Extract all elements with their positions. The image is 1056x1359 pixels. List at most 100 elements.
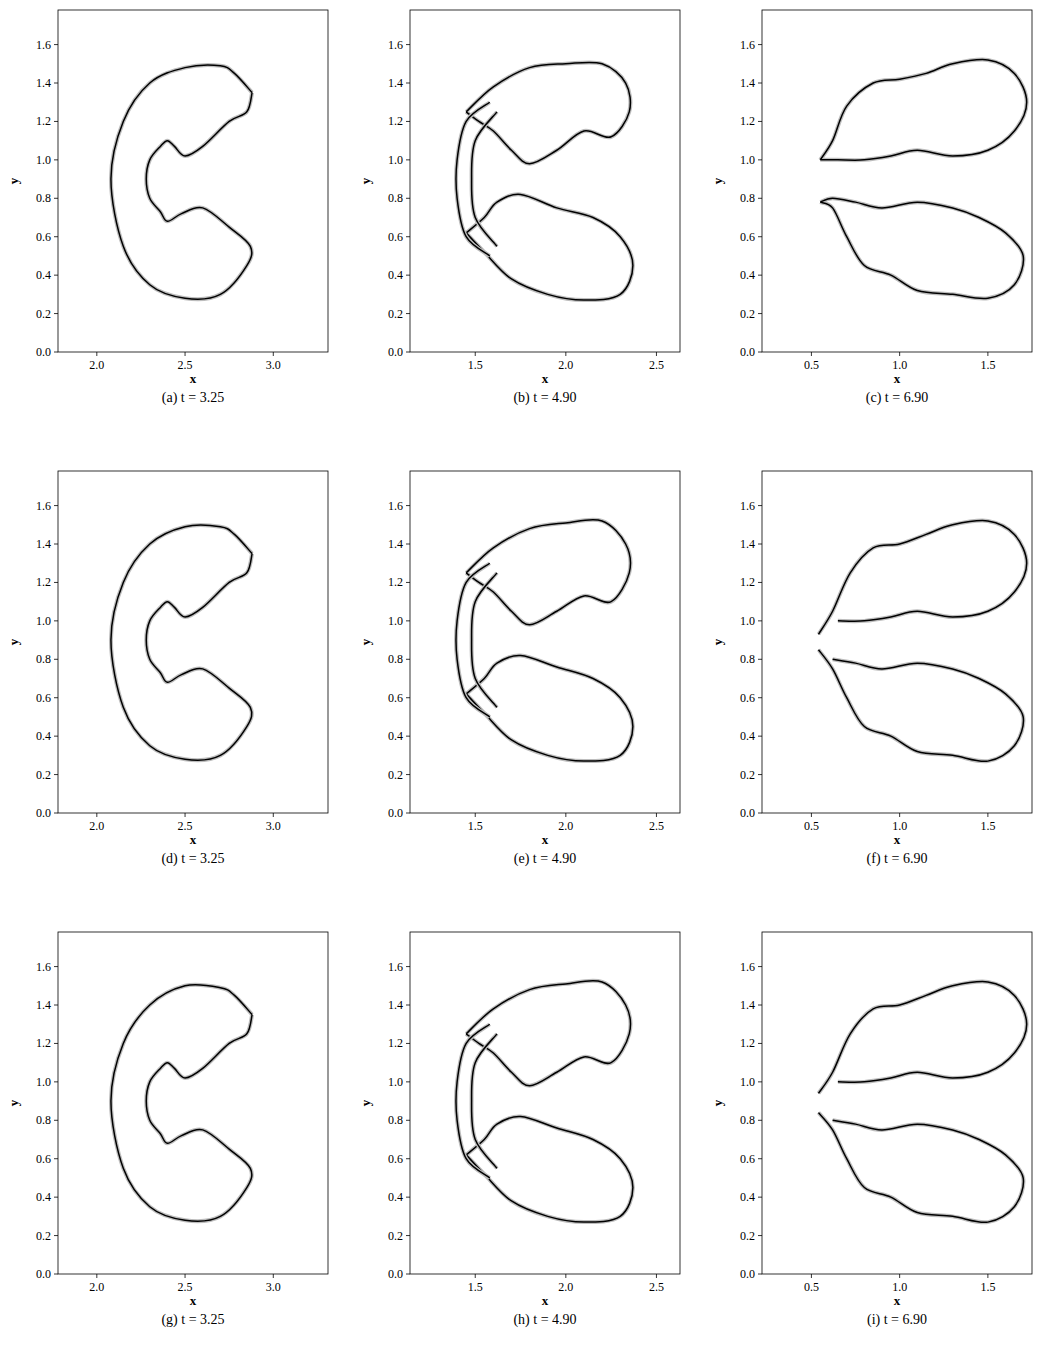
y-tick-label: 1.2 — [36, 1036, 51, 1050]
contours — [818, 521, 1026, 762]
contour — [111, 985, 252, 1221]
x-tick-label: 1.5 — [468, 1280, 483, 1294]
y-tick — [758, 44, 762, 45]
x-tick — [475, 352, 476, 356]
y-tick — [406, 121, 410, 122]
y-tick — [54, 275, 58, 276]
contour — [472, 112, 497, 247]
y-tick-label: 1.4 — [740, 76, 755, 90]
x-tick — [987, 352, 988, 356]
x-tick-label: 1.5 — [980, 819, 995, 833]
plot-area — [410, 932, 680, 1274]
y-tick-label: 0.0 — [388, 806, 403, 820]
x-tick-label: 3.0 — [266, 1280, 281, 1294]
plot-area — [410, 10, 680, 352]
y-tick-label: 0.6 — [36, 691, 51, 705]
x-tick — [475, 1274, 476, 1278]
y-tick — [758, 1120, 762, 1121]
y-tick — [406, 1081, 410, 1082]
y-tick-label: 0.0 — [388, 1267, 403, 1281]
y-tick — [54, 121, 58, 122]
y-tick — [54, 697, 58, 698]
contour-shadow — [466, 981, 630, 1086]
y-tick — [54, 159, 58, 160]
contour — [111, 525, 252, 760]
y-tick — [758, 236, 762, 237]
contour-shadow — [472, 1034, 497, 1169]
y-tick-label: 1.4 — [740, 537, 755, 551]
contour — [820, 198, 1023, 298]
contour-shadow — [818, 1113, 1023, 1223]
y-tick — [54, 1120, 58, 1121]
y-tick-label: 1.6 — [36, 960, 51, 974]
contour — [472, 573, 497, 708]
contours — [456, 520, 633, 762]
y-tick-label: 0.4 — [388, 1190, 403, 1204]
y-axis-title: y — [6, 1099, 21, 1106]
y-tick-label: 1.4 — [36, 537, 51, 551]
panel: 1.52.02.50.00.20.40.60.81.01.21.41.6xy(e… — [358, 471, 680, 867]
y-tick — [54, 83, 58, 84]
x-tick-label: 2.0 — [89, 819, 104, 833]
x-tick-label: 2.5 — [178, 358, 193, 372]
y-tick-label: 1.0 — [388, 1075, 403, 1089]
x-tick-label: 2.0 — [558, 819, 573, 833]
y-tick — [758, 1197, 762, 1198]
x-axis-title: x — [190, 832, 197, 847]
y-tick-label: 0.6 — [740, 230, 755, 244]
x-axis-title: x — [542, 832, 549, 847]
x-tick — [185, 352, 186, 356]
contour — [818, 982, 1026, 1094]
panel-caption: (d) t = 3.25 — [161, 851, 224, 867]
y-tick — [406, 1120, 410, 1121]
y-tick-label: 0.2 — [388, 307, 403, 321]
x-tick-label: 2.5 — [178, 1280, 193, 1294]
y-tick-label: 0.6 — [388, 230, 403, 244]
contour-shadow — [472, 573, 497, 708]
frame — [762, 932, 1032, 1274]
y-tick — [406, 1005, 410, 1006]
y-axis-title: y — [710, 638, 725, 645]
panel: 1.52.02.50.00.20.40.60.81.01.21.41.6xy(h… — [358, 932, 680, 1328]
x-tick — [96, 352, 97, 356]
y-axis-title: y — [710, 1099, 725, 1106]
x-tick — [899, 813, 900, 817]
y-tick-label: 1.2 — [740, 114, 755, 128]
panel: 1.52.02.50.00.20.40.60.81.01.21.41.6xy(b… — [358, 10, 680, 406]
contour-shadow — [111, 985, 252, 1221]
x-tick-label: 3.0 — [266, 819, 281, 833]
x-tick-label: 2.0 — [89, 358, 104, 372]
x-tick-label: 1.0 — [892, 819, 907, 833]
y-tick — [54, 198, 58, 199]
y-tick — [406, 313, 410, 314]
y-tick-label: 1.6 — [388, 960, 403, 974]
y-tick — [54, 236, 58, 237]
y-tick-label: 0.2 — [388, 1229, 403, 1243]
panel-caption: (b) t = 4.90 — [513, 390, 576, 406]
contour-shadow — [466, 655, 633, 761]
y-axis-title: y — [358, 638, 373, 645]
y-tick-label: 0.6 — [388, 691, 403, 705]
y-tick — [406, 659, 410, 660]
y-tick — [406, 620, 410, 621]
x-tick — [565, 1274, 566, 1278]
y-tick-label: 1.4 — [388, 537, 403, 551]
y-tick-label: 1.2 — [740, 1036, 755, 1050]
y-tick-label: 0.2 — [36, 1229, 51, 1243]
plot-area — [58, 471, 328, 813]
contour-shadow — [818, 521, 1026, 635]
y-tick — [758, 83, 762, 84]
panel: 2.02.53.00.00.20.40.60.81.01.21.41.6xy(d… — [6, 471, 328, 867]
contour — [820, 60, 1026, 161]
y-tick — [54, 544, 58, 545]
y-tick-label: 1.6 — [740, 38, 755, 52]
contour — [466, 981, 630, 1086]
x-tick — [96, 813, 97, 817]
x-tick-label: 3.0 — [266, 358, 281, 372]
contour-shadow — [466, 1116, 633, 1222]
x-tick-label: 2.5 — [649, 358, 664, 372]
y-tick — [54, 1043, 58, 1044]
x-tick-label: 1.5 — [980, 358, 995, 372]
y-tick — [758, 121, 762, 122]
x-tick-label: 1.0 — [892, 358, 907, 372]
